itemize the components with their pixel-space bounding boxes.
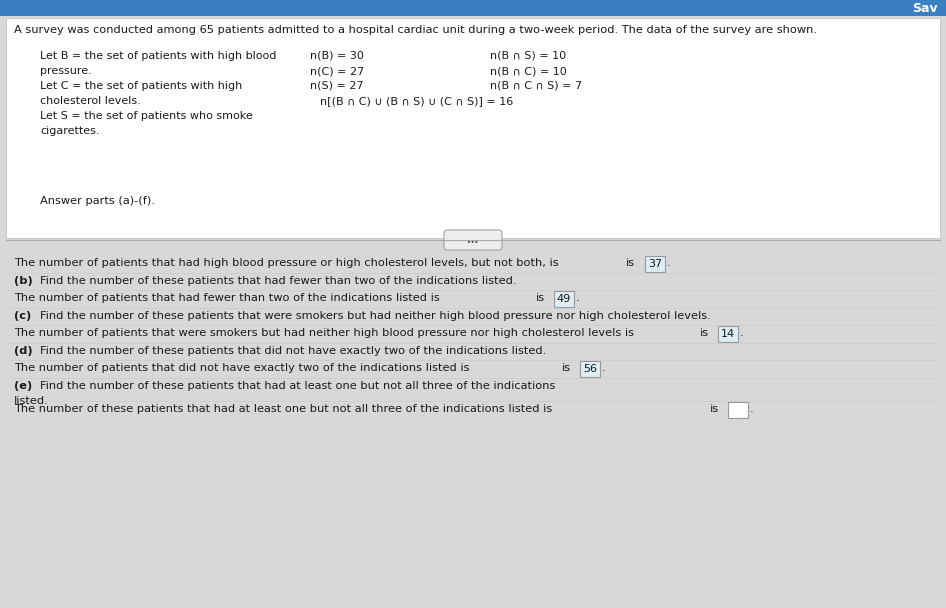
Text: n(B) = 30: n(B) = 30 (310, 51, 364, 61)
Text: Let S = the set of patients who smoke: Let S = the set of patients who smoke (40, 111, 253, 121)
Text: cholesterol levels.: cholesterol levels. (40, 96, 141, 106)
Text: The number of patients that did not have exactly two of the indications listed i: The number of patients that did not have… (14, 363, 473, 373)
Text: is: is (710, 404, 719, 414)
Text: .: . (740, 328, 744, 338)
Text: n(B ∩ C) = 10: n(B ∩ C) = 10 (490, 66, 567, 76)
Text: .: . (667, 258, 671, 268)
Text: n[(B ∩ C) ∪ (B ∩ S) ∪ (C ∩ S)] = 16: n[(B ∩ C) ∪ (B ∩ S) ∪ (C ∩ S)] = 16 (320, 96, 514, 106)
Text: pressure.: pressure. (40, 66, 92, 76)
Text: 49: 49 (557, 294, 571, 304)
Text: The number of patients that had fewer than two of the indications listed is: The number of patients that had fewer th… (14, 293, 444, 303)
Bar (645, 256, 665, 272)
Text: The number of these patients that had at least one but not all three of the indi: The number of these patients that had at… (14, 404, 556, 414)
Text: listed.: listed. (14, 396, 49, 406)
Text: Find the number of these patients that were smokers but had neither high blood p: Find the number of these patients that w… (40, 311, 710, 321)
Text: is: is (626, 258, 635, 268)
Text: 37: 37 (648, 259, 662, 269)
Text: (c): (c) (14, 311, 31, 321)
Text: Find the number of these patients that had at least one but not all three of the: Find the number of these patients that h… (40, 381, 555, 391)
Bar (554, 291, 574, 307)
Bar (6, 18, 940, 238)
Text: 14: 14 (721, 329, 735, 339)
Text: (b): (b) (14, 276, 33, 286)
Text: ...: ... (467, 235, 479, 245)
Text: Find the number of these patients that had fewer than two of the indications lis: Find the number of these patients that h… (40, 276, 517, 286)
Text: cigarettes.: cigarettes. (40, 126, 99, 136)
Text: n(B ∩ C ∩ S) = 7: n(B ∩ C ∩ S) = 7 (490, 81, 582, 91)
Bar (718, 326, 738, 342)
Text: A survey was conducted among 65 patients admitted to a hospital cardiac unit dur: A survey was conducted among 65 patients… (14, 25, 817, 35)
Text: Answer parts (a)-(f).: Answer parts (a)-(f). (40, 196, 155, 206)
Text: (e): (e) (14, 381, 32, 391)
Text: .: . (750, 404, 754, 414)
Text: .: . (576, 293, 580, 303)
FancyBboxPatch shape (444, 230, 502, 250)
Text: n(B ∩ S) = 10: n(B ∩ S) = 10 (490, 51, 566, 61)
Text: 56: 56 (583, 364, 597, 374)
Bar (580, 361, 600, 377)
Text: is: is (562, 363, 571, 373)
Bar (0, 0, 946, 16)
Text: The number of patients that had high blood pressure or high cholesterol levels, : The number of patients that had high blo… (14, 258, 562, 268)
Text: The number of patients that were smokers but had neither high blood pressure nor: The number of patients that were smokers… (14, 328, 638, 338)
Text: is: is (700, 328, 710, 338)
Text: n(C) = 27: n(C) = 27 (310, 66, 364, 76)
Bar (728, 402, 748, 418)
Text: Let B = the set of patients with high blood: Let B = the set of patients with high bl… (40, 51, 276, 61)
Text: Let C = the set of patients with high: Let C = the set of patients with high (40, 81, 242, 91)
Text: is: is (536, 293, 545, 303)
Text: (d): (d) (14, 346, 32, 356)
Text: n(S) = 27: n(S) = 27 (310, 81, 363, 91)
Text: Find the number of these patients that did not have exactly two of the indicatio: Find the number of these patients that d… (40, 346, 546, 356)
Text: .: . (602, 363, 605, 373)
Text: Sav: Sav (912, 1, 938, 15)
